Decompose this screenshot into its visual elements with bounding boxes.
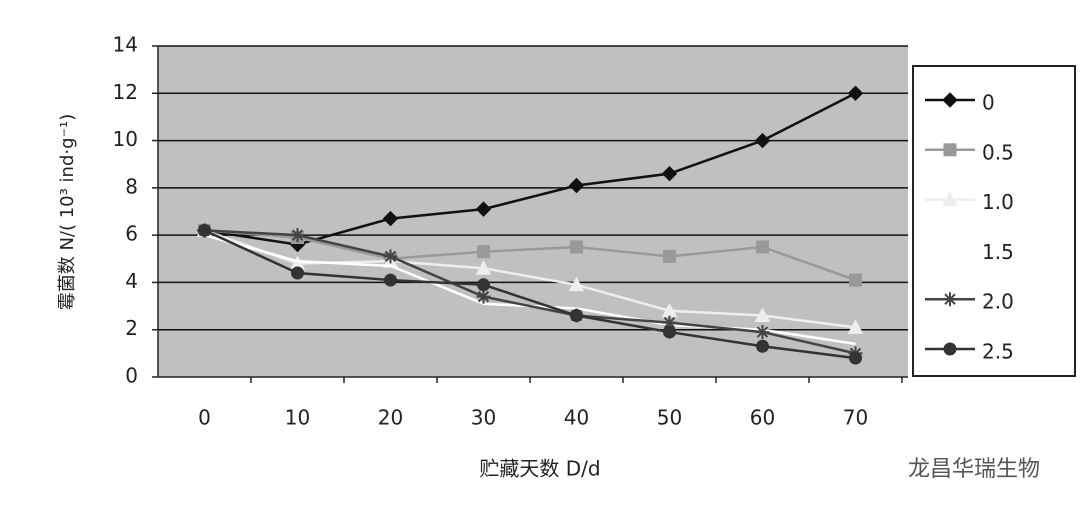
point [849, 273, 862, 287]
x-tick-label: 30 [471, 406, 496, 430]
series-line [204, 229, 856, 282]
x-tick-label: 0 [198, 406, 211, 430]
y-tick-label: 12 [113, 80, 138, 104]
x-tick-label: 40 [564, 406, 589, 430]
point [754, 132, 771, 149]
point [290, 228, 305, 243]
point [849, 351, 862, 365]
legend-marker [943, 342, 957, 356]
point [663, 249, 676, 263]
point [847, 85, 864, 101]
point [384, 273, 397, 287]
point [477, 245, 490, 259]
legend-marker [943, 143, 957, 157]
point [568, 177, 585, 194]
series-line [204, 229, 856, 355]
point [756, 339, 769, 353]
x-tick-label: 60 [750, 406, 775, 430]
legend-label: 2.0 [982, 290, 1014, 314]
series-line [203, 229, 856, 360]
point [661, 165, 678, 182]
point [476, 289, 491, 304]
point [847, 319, 864, 334]
point [754, 307, 771, 323]
point [475, 260, 492, 275]
point [662, 315, 677, 330]
legend-label: 2.5 [982, 340, 1014, 364]
point [756, 240, 769, 254]
point [570, 309, 583, 323]
y-tick-label: 8 [125, 174, 138, 198]
point [475, 201, 492, 217]
point [383, 249, 398, 264]
watermark: 龙昌华瑞生物 [908, 457, 1040, 482]
point [198, 223, 211, 237]
point [477, 278, 490, 292]
legend-marker [942, 92, 958, 108]
x-tick-label: 20 [378, 406, 403, 430]
point [570, 240, 583, 254]
y-tick-label: 14 [113, 33, 138, 57]
x-tick-label: 70 [843, 406, 868, 430]
legend-label: 1.0 [982, 190, 1014, 214]
y-tick-label: 2 [125, 316, 138, 340]
legend-marker [942, 191, 958, 207]
point [755, 325, 770, 340]
x-tick-label: 50 [657, 406, 682, 430]
y-tick-label: 10 [113, 127, 138, 151]
point [568, 276, 585, 292]
legend-label: 1.5 [982, 240, 1014, 264]
plot-area [158, 46, 908, 377]
x-tick-label: 10 [285, 406, 310, 430]
x-axis-label: 贮藏天数 D/d [479, 457, 600, 481]
y-axis-label: 霉菌数 N/( 10³ ind·g⁻¹) [57, 114, 78, 311]
point [382, 210, 399, 227]
y-tick-label: 6 [125, 222, 138, 246]
legend-label: 0.5 [982, 140, 1014, 164]
legend-box [912, 65, 1076, 377]
legend-marker [943, 292, 957, 307]
point [663, 325, 676, 339]
y-tick-label: 4 [125, 269, 138, 293]
point [291, 266, 304, 280]
legend-label: 0 [982, 91, 995, 115]
y-tick-label: 0 [125, 364, 138, 388]
